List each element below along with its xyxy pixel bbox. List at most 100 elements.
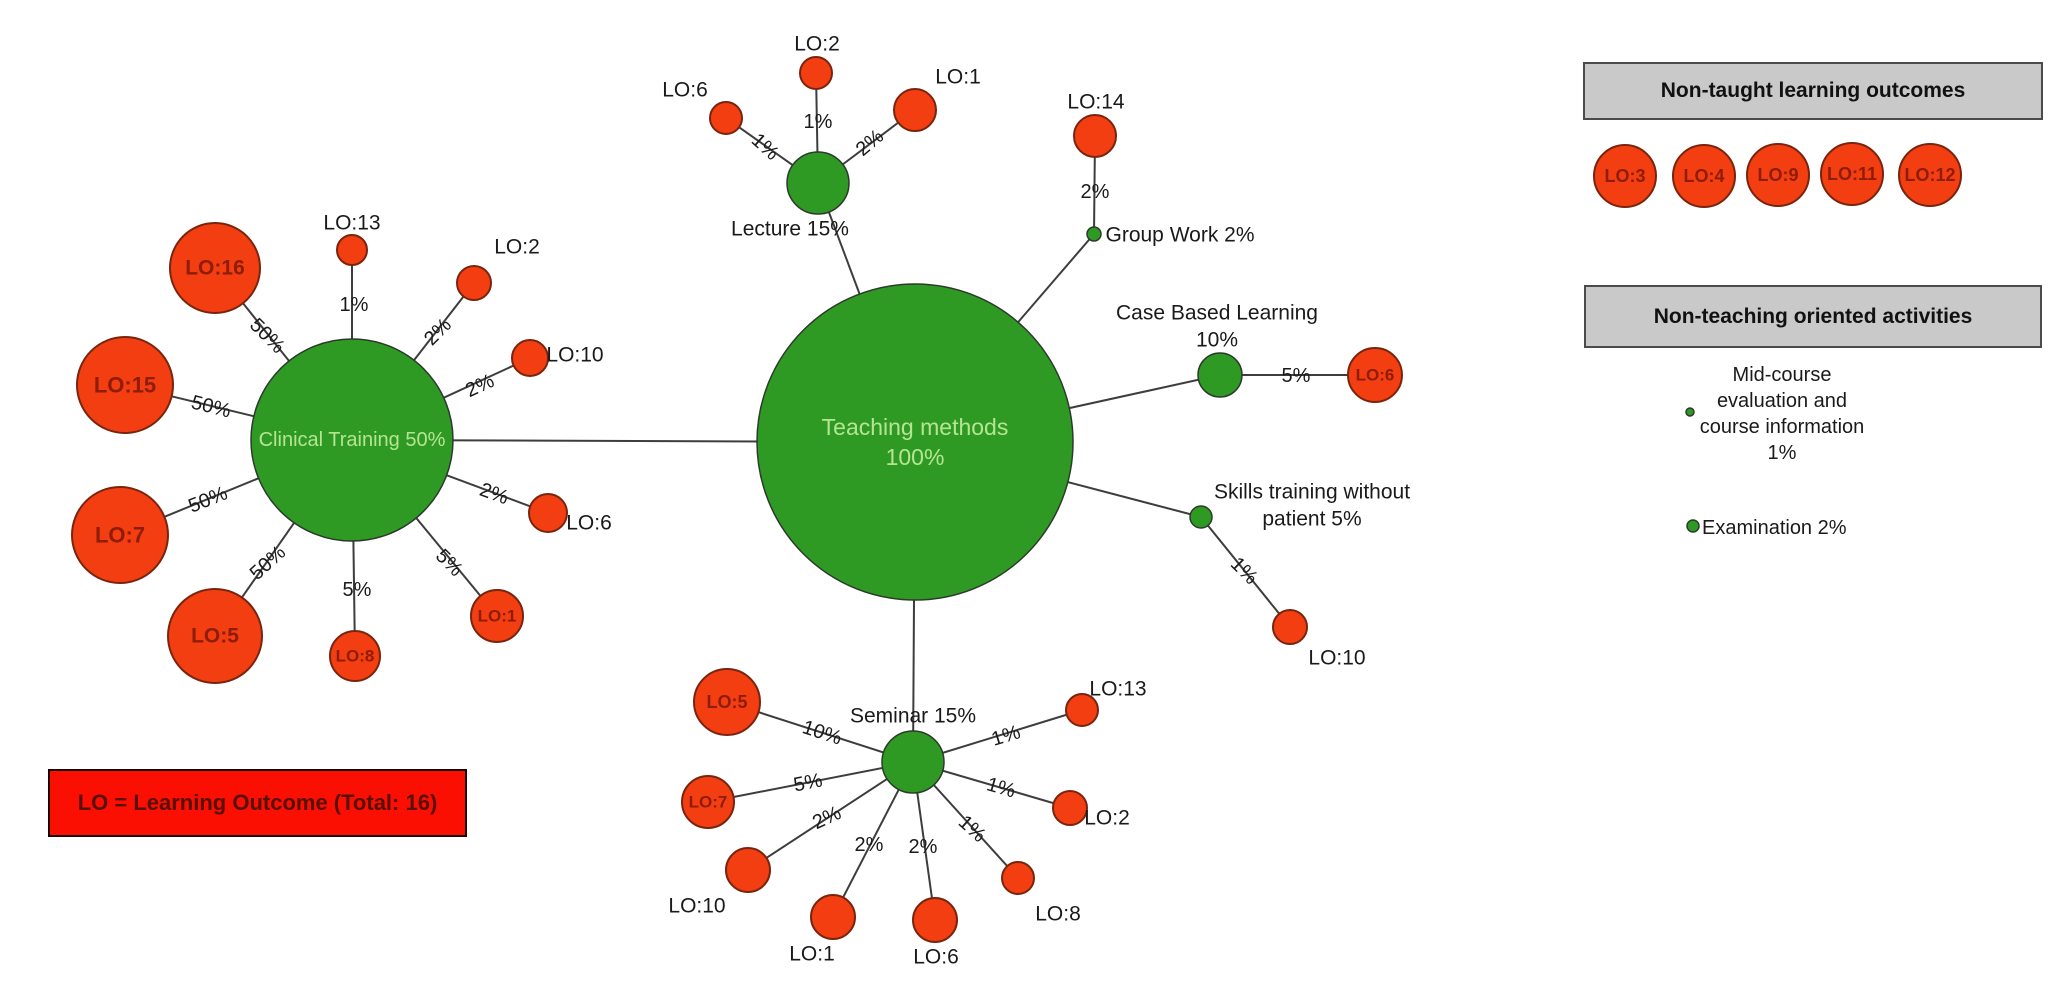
mid-course-line-1: Mid-course bbox=[1732, 364, 1832, 386]
legend-non-taught-title: Non-taught learning outcomes bbox=[1660, 79, 1966, 102]
label-ct-lo8: LO:8 bbox=[336, 647, 375, 666]
edge-label-skills-training--st-lo10: 1% bbox=[1226, 553, 1262, 589]
edge-label-seminar--sem-lo6: 2% bbox=[909, 836, 938, 858]
mid-course-evaluation-label: Mid-course evaluation and course informa… bbox=[1682, 362, 1882, 466]
edge-label-clinical-training--ct-lo8: 5% bbox=[343, 579, 372, 601]
lo-abbreviation-note: LO = Learning Outcome (Total: 16) bbox=[48, 769, 467, 837]
label-sem-lo1: LO:1 bbox=[789, 943, 835, 966]
node-case-based-learning bbox=[1197, 352, 1243, 398]
node-clinical-training bbox=[250, 338, 454, 542]
label-nt-lo9: LO:9 bbox=[1757, 165, 1798, 185]
label-sem-lo10: LO:10 bbox=[668, 895, 725, 918]
label-group-work: Group Work 2% bbox=[1106, 224, 1255, 247]
edge-label-group-work--gw-lo14: 2% bbox=[1081, 181, 1110, 203]
node-sem-lo8 bbox=[1001, 861, 1035, 895]
node-ct-lo7 bbox=[71, 486, 169, 584]
node-ct-lo1 bbox=[470, 589, 524, 643]
lo-abbreviation-text: LO = Learning Outcome (Total: 16) bbox=[77, 790, 438, 815]
edge-label-seminar--sem-lo5: 10% bbox=[800, 716, 845, 749]
label-ct-lo5: LO:5 bbox=[191, 625, 239, 648]
edge-label-seminar--sem-lo1: 2% bbox=[855, 834, 884, 856]
label-gw-lo14: LO:14 bbox=[1067, 91, 1125, 114]
legend-non-teaching-title: Non-teaching oriented activities bbox=[1653, 304, 1973, 328]
label-sem-lo13: LO:13 bbox=[1089, 678, 1146, 701]
label-sem-lo8: LO:8 bbox=[1035, 903, 1081, 926]
node-st-lo10 bbox=[1272, 609, 1308, 645]
node-ct-lo16 bbox=[169, 222, 261, 314]
label-ct-lo2: LO:2 bbox=[494, 236, 540, 259]
label-skills-training-line1: Skills training without bbox=[1214, 481, 1410, 504]
node-nt-lo11 bbox=[1820, 142, 1884, 206]
node-gw-lo14 bbox=[1073, 114, 1117, 158]
label-lec-lo6: LO:6 bbox=[662, 79, 708, 102]
node-nt-lo4 bbox=[1672, 144, 1736, 208]
label-ct-lo10: LO:10 bbox=[546, 344, 603, 367]
mid-course-line-4: 1% bbox=[1767, 442, 1797, 464]
node-sem-lo10 bbox=[725, 847, 771, 893]
node-sem-lo1 bbox=[810, 894, 856, 940]
node-nt-lo3 bbox=[1593, 144, 1657, 208]
label-ct-lo7: LO:7 bbox=[95, 523, 145, 548]
label-ct-lo13: LO:13 bbox=[323, 212, 380, 235]
edge-label-seminar--sem-lo13: 1% bbox=[989, 721, 1023, 751]
node-ct-lo2 bbox=[456, 265, 492, 301]
edge-label-seminar--sem-lo7: 5% bbox=[792, 769, 825, 796]
edge-label-lecture--lec-lo1: 2% bbox=[852, 125, 888, 161]
label-case-based-learning-line2: 10% bbox=[1196, 329, 1238, 352]
label-skills-training-line2: patient 5% bbox=[1262, 508, 1361, 531]
edge-seminar--sem-lo7 bbox=[707, 761, 914, 803]
node-nt-lo12 bbox=[1898, 143, 1962, 207]
node-group-work bbox=[1086, 226, 1102, 242]
node-ct-lo6 bbox=[528, 493, 568, 533]
edge-label-clinical-training--ct-lo1: 5% bbox=[431, 545, 467, 581]
label-ct-lo1: LO:1 bbox=[478, 607, 517, 626]
edge-label-clinical-training--ct-lo5: 50% bbox=[246, 541, 291, 584]
label-st-lo10: LO:10 bbox=[1308, 647, 1365, 670]
node-lec-lo2 bbox=[799, 56, 833, 90]
node-examination-activity bbox=[1686, 519, 1700, 533]
node-nt-lo9 bbox=[1746, 143, 1810, 207]
edge-label-clinical-training--ct-lo15: 50% bbox=[189, 391, 233, 422]
edge-label-lecture--lec-lo6: 1% bbox=[747, 129, 783, 165]
label-lec-lo2: LO:2 bbox=[794, 33, 840, 56]
edge-label-case-based-learning--cbl-lo6: 5% bbox=[1282, 365, 1311, 387]
label-nt-lo3: LO:3 bbox=[1604, 166, 1645, 186]
node-mid-course-activity bbox=[1685, 407, 1695, 417]
node-seminar bbox=[881, 730, 945, 794]
node-ct-lo13 bbox=[336, 234, 368, 266]
mid-course-line-3: course information bbox=[1699, 416, 1865, 438]
label-clinical-training: Clinical Training 50% bbox=[259, 429, 446, 451]
node-sem-lo2 bbox=[1052, 790, 1088, 826]
node-sem-lo13 bbox=[1065, 693, 1099, 727]
edge-label-lecture--lec-lo2: 1% bbox=[804, 111, 833, 133]
node-skills-training bbox=[1189, 505, 1213, 529]
label-sem-lo6: LO:6 bbox=[913, 946, 959, 969]
label-seminar: Seminar 15% bbox=[850, 705, 976, 728]
label-case-based-learning-line1: Case Based Learning bbox=[1116, 302, 1318, 325]
legend-non-taught-box: Non-taught learning outcomes bbox=[1583, 62, 2043, 120]
mid-course-line-2: evaluation and bbox=[1716, 390, 1848, 412]
node-lecture bbox=[786, 151, 850, 215]
label-nt-lo12: LO:12 bbox=[1904, 165, 1955, 185]
label-sem-lo7: LO:7 bbox=[689, 793, 728, 812]
label-sem-lo5: LO:5 bbox=[706, 692, 747, 712]
node-ct-lo15 bbox=[76, 336, 174, 434]
edge-label-clinical-training--ct-lo7: 50% bbox=[185, 482, 231, 517]
node-sem-lo6 bbox=[912, 897, 958, 943]
label-cbl-lo6: LO:6 bbox=[1356, 366, 1395, 385]
node-ct-lo10 bbox=[511, 339, 549, 377]
edge-skills-training--st-lo10 bbox=[1200, 516, 1291, 628]
node-teaching-methods bbox=[756, 283, 1074, 601]
node-ct-lo5 bbox=[167, 588, 263, 684]
label-lec-lo1: LO:1 bbox=[935, 66, 981, 89]
examination-label: Examination 2% bbox=[1702, 517, 1847, 539]
edge-seminar--sem-lo10 bbox=[747, 761, 914, 871]
node-sem-lo5 bbox=[693, 668, 761, 736]
label-ct-lo6: LO:6 bbox=[566, 512, 612, 535]
edge-label-seminar--sem-lo2: 1% bbox=[984, 773, 1018, 802]
label-ct-lo15: LO:15 bbox=[94, 373, 156, 398]
node-cbl-lo6 bbox=[1347, 347, 1403, 403]
label-teaching-methods-line2: 100% bbox=[886, 444, 945, 470]
